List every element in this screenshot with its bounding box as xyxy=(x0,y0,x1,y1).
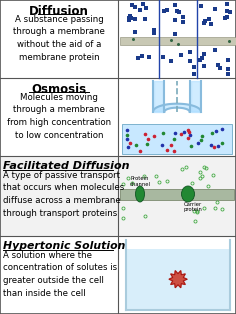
Text: A solution where the
concentration of solutes is
greater outside the cell
than i: A solution where the concentration of so… xyxy=(3,251,117,297)
Text: A type of passive transport
that occurs when molecules
diffuse across a membrane: A type of passive transport that occurs … xyxy=(3,171,124,218)
Ellipse shape xyxy=(135,186,144,202)
Bar xyxy=(122,124,232,154)
Text: Osmosis: Osmosis xyxy=(31,83,87,96)
Text: Facilitated Diffusion: Facilitated Diffusion xyxy=(3,161,130,171)
Bar xyxy=(120,37,236,45)
Text: Carrier
protein: Carrier protein xyxy=(184,202,202,212)
Bar xyxy=(127,249,229,309)
Text: A substance passing
through a membrane
without the aid of a
membrane protein: A substance passing through a membrane w… xyxy=(13,15,105,62)
Text: Protein
channel: Protein channel xyxy=(130,176,151,187)
Bar xyxy=(0,78,236,156)
Polygon shape xyxy=(169,271,187,288)
Text: Molecules moving
through a membrane
from high concentration
to low concentration: Molecules moving through a membrane from… xyxy=(7,93,111,139)
Ellipse shape xyxy=(181,186,194,202)
Bar xyxy=(0,236,236,314)
Bar xyxy=(120,188,234,199)
Text: Diffusion: Diffusion xyxy=(29,5,89,18)
Bar xyxy=(0,156,236,236)
Polygon shape xyxy=(153,104,201,112)
Bar xyxy=(0,0,236,78)
Text: Hypertonic Solution: Hypertonic Solution xyxy=(3,241,125,251)
